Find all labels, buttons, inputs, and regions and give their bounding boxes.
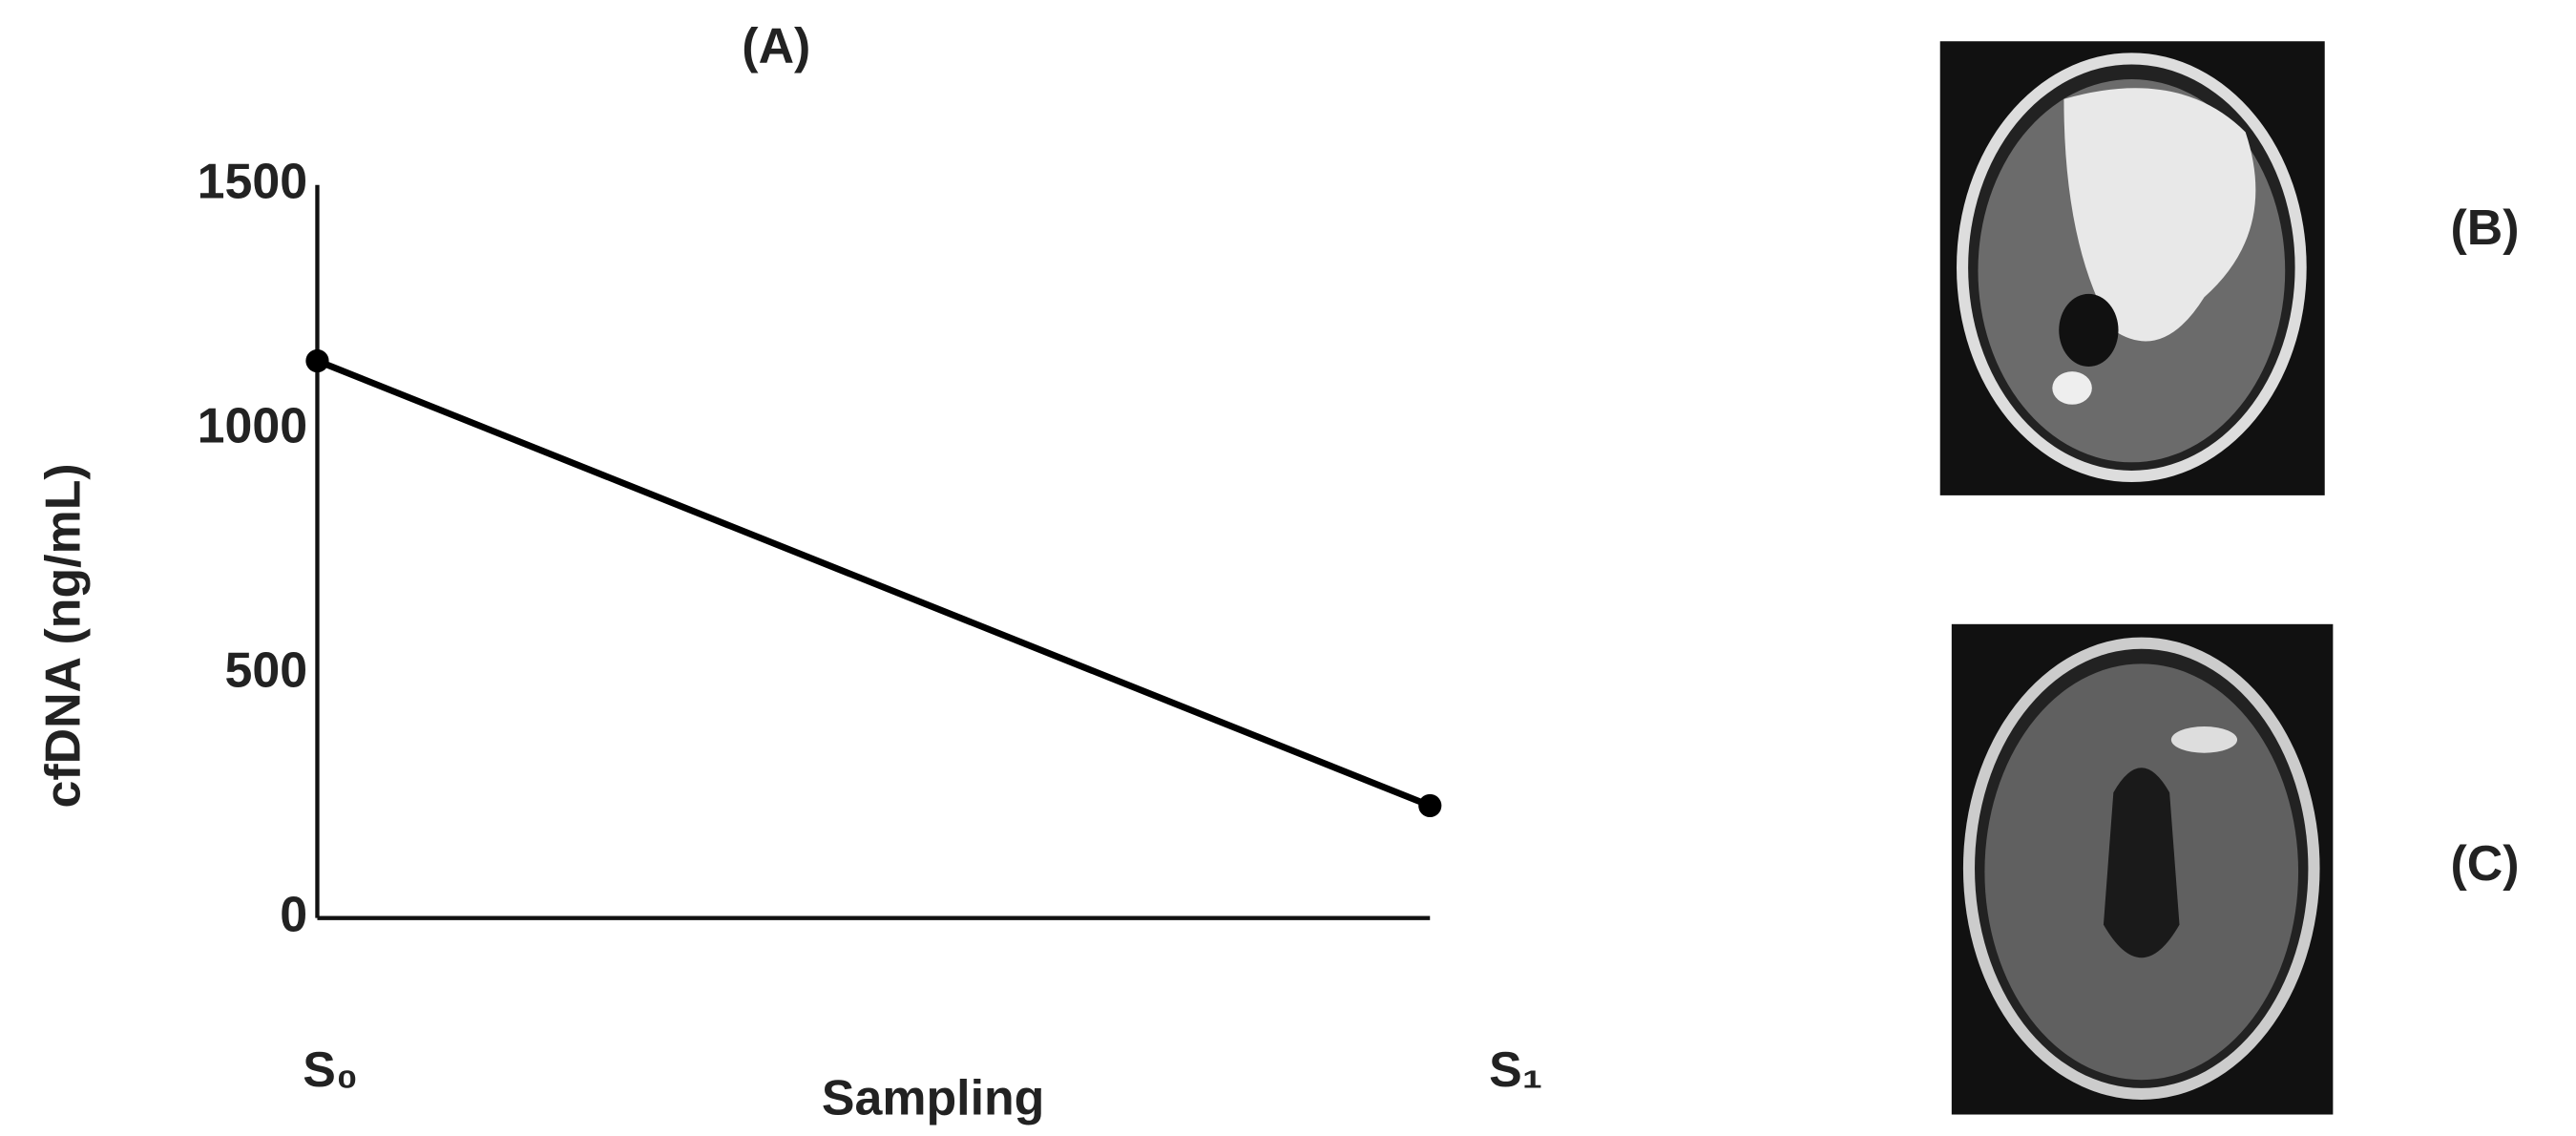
y-tick-label: 0 xyxy=(280,886,307,941)
chart-title: (A) xyxy=(742,18,810,74)
y-tick-label: 1000 xyxy=(198,397,307,452)
mri-image-b xyxy=(1939,41,2325,495)
panel-label: (C) xyxy=(2450,835,2519,891)
data-line xyxy=(316,357,1432,810)
y-axis-label: cfDNA (ng/mL) xyxy=(34,463,90,808)
x-axis-label: Sampling xyxy=(822,1069,1044,1125)
data-point xyxy=(1418,793,1442,818)
x-tick-label: S₁ xyxy=(1489,1041,1542,1097)
x-tick-label: S₀ xyxy=(303,1041,358,1097)
panel-label: (B) xyxy=(2450,200,2519,255)
mri-image-c xyxy=(1951,623,2334,1115)
y-tick-label: 1500 xyxy=(198,153,307,208)
y-tick-label: 500 xyxy=(225,642,308,697)
data-point xyxy=(305,348,329,373)
